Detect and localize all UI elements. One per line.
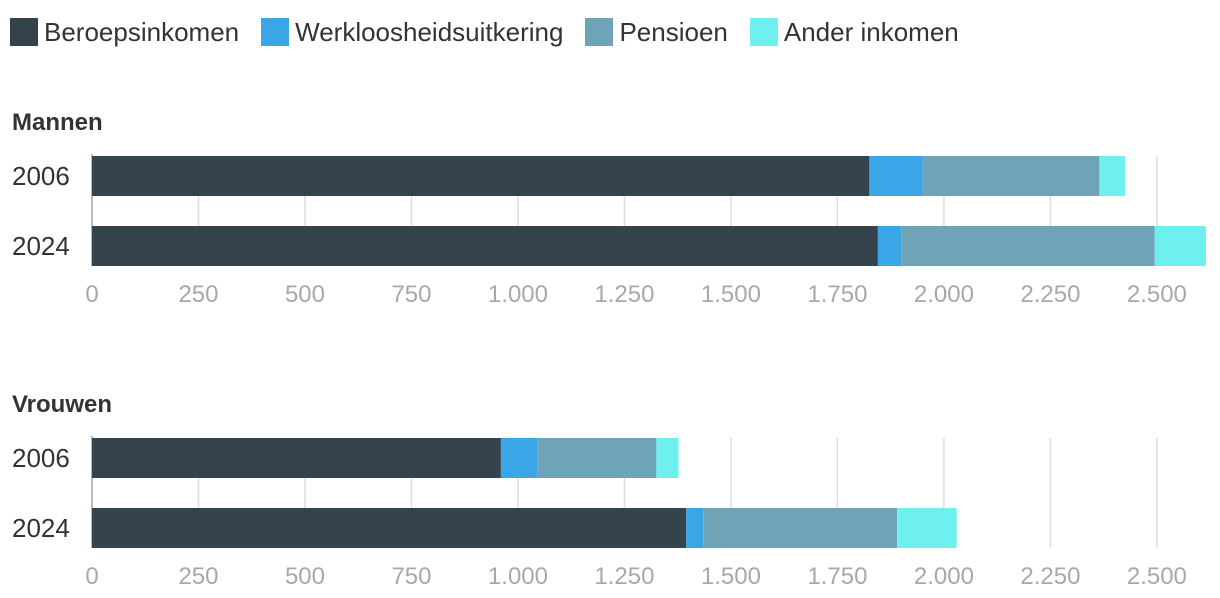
x-tick-label: 0 (85, 563, 98, 590)
bar-segment (92, 226, 878, 266)
x-tick-label: 750 (391, 563, 431, 590)
bar-segment (897, 508, 957, 548)
bar-segment (877, 226, 902, 266)
panel-title: Vrouwen (12, 391, 112, 418)
legend-label: Pensioen (619, 16, 728, 47)
bar-segment (92, 508, 687, 548)
category-label: 2024 (12, 513, 70, 543)
x-tick-label: 750 (391, 281, 431, 308)
category-label: 2006 (12, 443, 70, 473)
x-tick-label: 2.250 (1020, 563, 1080, 590)
bar-segment (686, 508, 704, 548)
bar-segment (869, 156, 923, 196)
bar-segment (92, 156, 870, 196)
chart-legend: Beroepsinkomen Werkloosheidsuitkering Pe… (10, 14, 959, 50)
legend-swatch (749, 18, 778, 46)
legend-label: Ander inkomen (783, 16, 959, 47)
bar-segment (1099, 156, 1125, 196)
legend-swatch (261, 18, 290, 46)
x-tick-label: 1.000 (488, 281, 548, 308)
x-tick-label: 0 (85, 281, 98, 308)
category-label: 2024 (12, 231, 70, 261)
panel-title: Mannen (12, 109, 103, 136)
legend-item-werkloosheidsuitkering[interactable]: Werkloosheidsuitkering (261, 17, 563, 48)
bar-segment (922, 156, 1100, 196)
bar-segment (656, 438, 679, 478)
legend-label: Werkloosheidsuitkering (295, 16, 564, 47)
x-tick-label: 1.000 (488, 563, 548, 590)
bar-segment (500, 438, 538, 478)
legend-item-ander-inkomen[interactable]: Ander inkomen (749, 16, 959, 48)
legend-label: Beroepsinkomen (44, 16, 240, 47)
x-tick-label: 2.500 (1127, 563, 1187, 590)
legend-swatch (585, 18, 614, 46)
x-tick-label: 1.250 (594, 563, 654, 590)
x-tick-label: 1.750 (807, 563, 867, 590)
x-tick-label: 1.750 (807, 281, 867, 308)
x-tick-label: 500 (285, 563, 325, 590)
bar-segment (1154, 226, 1206, 266)
x-tick-label: 500 (285, 281, 325, 308)
x-tick-label: 250 (178, 563, 218, 590)
x-tick-label: 2.500 (1127, 281, 1187, 308)
x-tick-label: 250 (178, 281, 218, 308)
legend-swatch (10, 18, 38, 46)
x-tick-label: 2.000 (914, 281, 974, 308)
legend-item-pensioen[interactable]: Pensioen (585, 16, 728, 48)
bar-segment (703, 508, 898, 548)
x-tick-label: 1.500 (701, 563, 761, 590)
legend-item-beroepsinkomen[interactable]: Beroepsinkomen (10, 17, 239, 48)
x-tick-label: 2.250 (1020, 281, 1080, 308)
x-tick-label: 1.500 (701, 281, 761, 308)
category-label: 2006 (12, 161, 70, 191)
bar-segment (92, 438, 501, 478)
bar-segment (537, 438, 657, 478)
x-tick-label: 2.000 (914, 563, 974, 590)
bar-segment (901, 226, 1155, 266)
x-tick-label: 1.250 (594, 281, 654, 308)
